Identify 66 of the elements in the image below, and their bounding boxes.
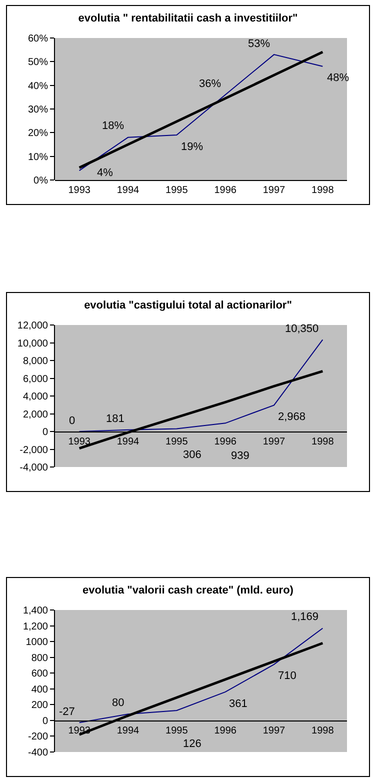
line-series bbox=[78, 628, 324, 724]
data-label: 126 bbox=[183, 738, 202, 750]
x-tick-label: 1995 bbox=[166, 185, 188, 196]
x-tick-label: 1996 bbox=[214, 436, 237, 448]
chart-title: evolutia "valorii cash create" (mld. euro) bbox=[82, 584, 294, 597]
x-tick-label: 1998 bbox=[312, 185, 334, 196]
data-label: 361 bbox=[229, 698, 248, 710]
y-tick-label: -400 bbox=[28, 748, 48, 758]
x-tick-label: 1996 bbox=[214, 185, 237, 196]
x-tick-label: 1995 bbox=[166, 725, 188, 736]
data-label: 19% bbox=[181, 141, 204, 153]
x-tick-label: 1993 bbox=[68, 436, 91, 448]
x-tick-label: 1997 bbox=[262, 436, 286, 448]
data-label: -27 bbox=[59, 706, 75, 718]
data-label: 80 bbox=[112, 697, 124, 709]
data-label: 710 bbox=[278, 670, 296, 682]
y-tick-label: 200 bbox=[31, 700, 48, 712]
y-tick-label: -4,000 bbox=[20, 462, 48, 474]
y-tick-label: 40% bbox=[28, 80, 48, 92]
data-label: 1,169 bbox=[291, 611, 319, 623]
y-tick-label: 8,000 bbox=[22, 356, 48, 367]
y-tick-label: 600 bbox=[31, 668, 48, 680]
y-tick-label: 1,400 bbox=[22, 606, 48, 616]
x-tick-label: 1994 bbox=[116, 185, 140, 196]
y-tick-label: 0 bbox=[42, 427, 48, 438]
x-tick-label: 1997 bbox=[262, 185, 286, 196]
y-tick-label: 800 bbox=[31, 652, 48, 664]
y-tick-label: 30% bbox=[28, 104, 48, 116]
chart-title: evolutia "castigului total al actionarilor" bbox=[84, 300, 292, 312]
y-tick-label: -2,000 bbox=[20, 444, 48, 456]
y-tick-label: 20% bbox=[28, 128, 48, 140]
data-label: 939 bbox=[231, 450, 250, 462]
y-tick-label: 4,000 bbox=[22, 392, 48, 402]
y-tick-label: 60% bbox=[28, 34, 48, 44]
y-tick-label: 6,000 bbox=[22, 374, 48, 385]
data-label: 10,350 bbox=[285, 323, 319, 335]
y-tick-label: 1000 bbox=[26, 637, 48, 648]
y-tick-label: 12,000 bbox=[17, 320, 48, 332]
x-tick-label: 1998 bbox=[312, 725, 334, 736]
y-tick-label: 0% bbox=[34, 176, 48, 186]
y-tick-label: 2,000 bbox=[22, 409, 48, 420]
data-label: 4% bbox=[97, 167, 114, 179]
x-tick-label: 1994 bbox=[116, 725, 140, 736]
data-label: 2,968 bbox=[278, 411, 306, 423]
x-tick-label: 1997 bbox=[262, 725, 286, 736]
x-tick-label: 1995 bbox=[166, 436, 188, 448]
x-tick-label: 1998 bbox=[312, 436, 334, 448]
data-label: 18% bbox=[102, 120, 124, 132]
y-tick-label: 400 bbox=[31, 684, 48, 696]
y-tick-label: 0 bbox=[42, 716, 48, 727]
x-tick-label: 1994 bbox=[116, 436, 140, 448]
data-label: 53% bbox=[248, 38, 270, 50]
x-tick-label: 1993 bbox=[68, 185, 91, 196]
y-tick-label: 50% bbox=[28, 57, 48, 68]
y-tick-label: -200 bbox=[28, 732, 48, 743]
data-label: 48% bbox=[327, 72, 350, 84]
data-label: 181 bbox=[106, 413, 124, 425]
data-label: 36% bbox=[199, 78, 222, 90]
chart-title: evolutia " rentabilitatii cash a investitiilor" bbox=[78, 12, 298, 25]
data-label: 306 bbox=[183, 449, 202, 461]
line-series bbox=[78, 339, 324, 432]
y-tick-label: 10,000 bbox=[17, 338, 48, 350]
y-tick-label: 1,200 bbox=[22, 621, 48, 632]
x-tick-label: 1996 bbox=[214, 725, 237, 736]
y-tick-label: 10% bbox=[28, 152, 48, 163]
data-label: 0 bbox=[69, 415, 76, 427]
